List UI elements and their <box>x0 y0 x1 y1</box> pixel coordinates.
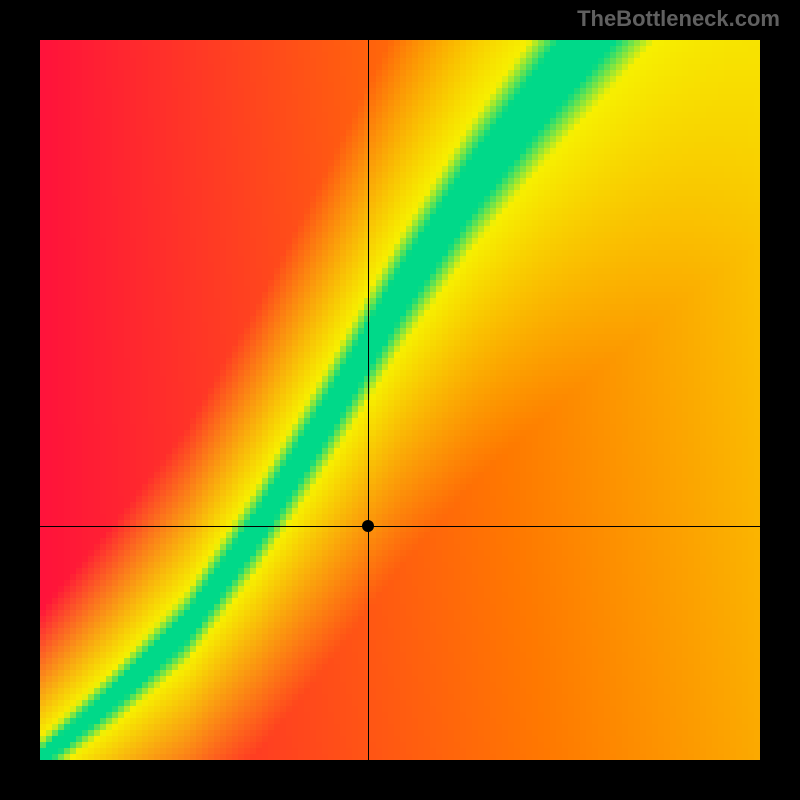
crosshair-vertical <box>368 40 369 760</box>
plot-area <box>40 40 760 760</box>
watermark-text: TheBottleneck.com <box>577 6 780 32</box>
crosshair-horizontal <box>40 526 760 527</box>
heatmap-canvas <box>40 40 760 760</box>
chart-container: TheBottleneck.com <box>0 0 800 800</box>
marker-dot <box>362 520 374 532</box>
